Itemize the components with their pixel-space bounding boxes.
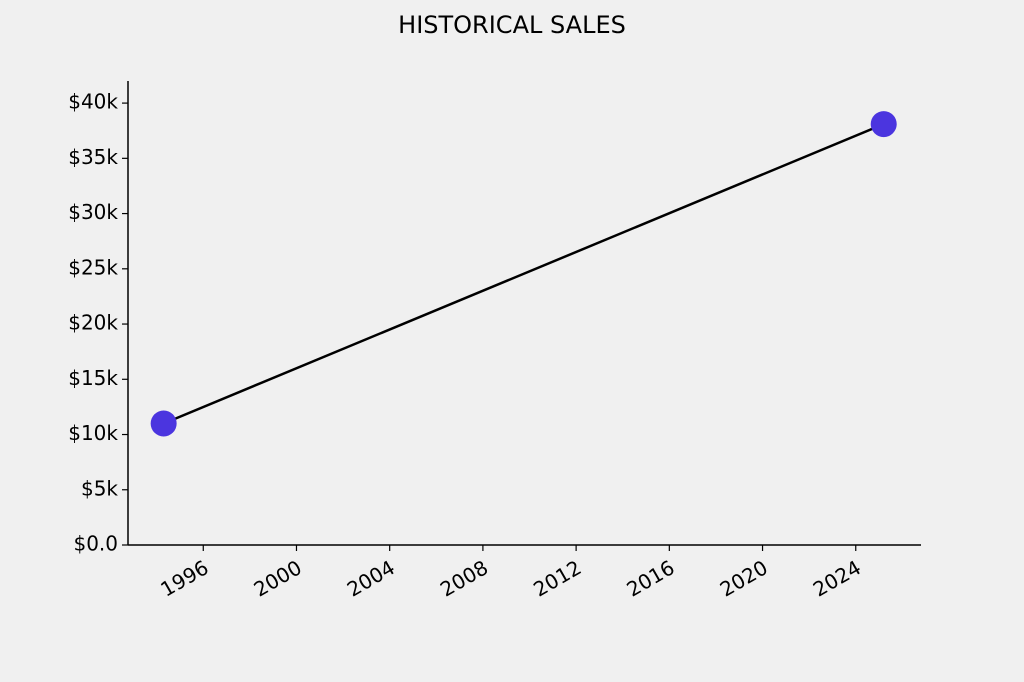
y-tick-label: $35k [68, 145, 118, 169]
y-tick-label: $5k [81, 476, 118, 500]
y-tick-label: $25k [68, 255, 118, 279]
y-tick-label: $15k [68, 366, 118, 390]
y-tick-label: $30k [68, 200, 118, 224]
y-tick-label: $10k [68, 421, 118, 445]
chart-title: HISTORICAL SALES [398, 11, 626, 39]
y-tick-label: $40k [68, 90, 118, 114]
y-tick-label: $0.0 [73, 532, 118, 556]
point [150, 410, 177, 437]
y-tick-label: $20k [68, 311, 118, 335]
line [163, 122, 885, 425]
point [870, 111, 897, 138]
